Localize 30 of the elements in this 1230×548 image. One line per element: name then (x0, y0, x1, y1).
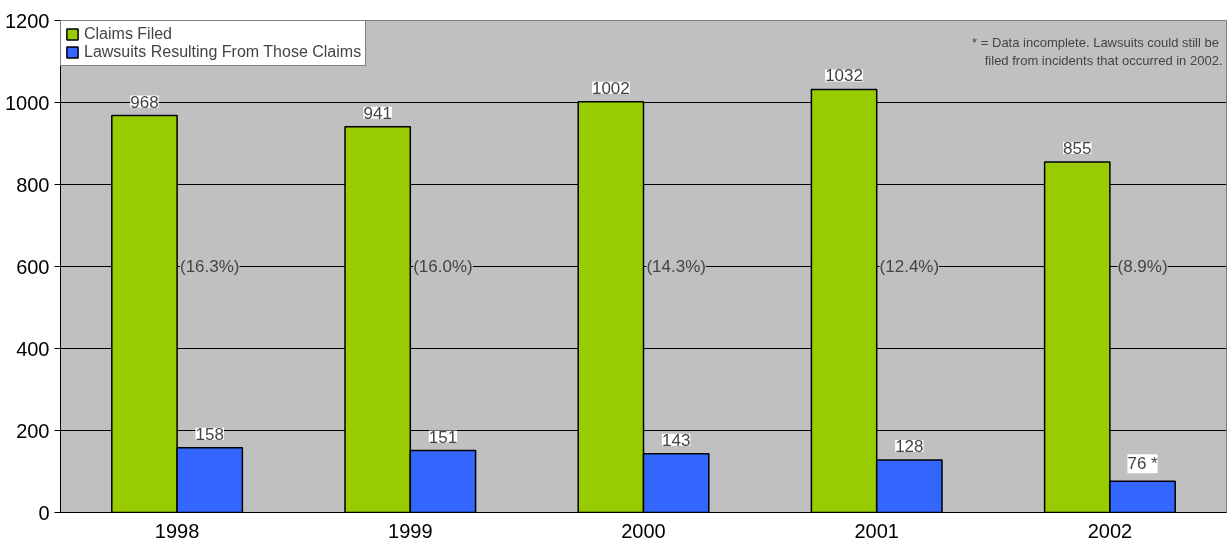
data-label: 143 (661, 430, 691, 450)
y-tick-label: 200 (16, 419, 50, 442)
data-label: 855 (1063, 138, 1092, 158)
annotation: (14.3%) (646, 257, 706, 276)
annotation: * = Data incomplete. Lawsuits could still be filed from incidents that occurred in 2002. (972, 34, 1223, 68)
data-label: 76 * (1127, 454, 1159, 474)
y-tick-label: 600 (16, 255, 50, 278)
data-label: 968 (130, 92, 159, 112)
x-tick-label: 1998 (154, 519, 200, 542)
data-label: 1032 (825, 66, 863, 86)
annotation: (8.9%) (1117, 257, 1168, 276)
data-label: 941 (363, 103, 392, 123)
data-label: 151 (428, 427, 458, 447)
legend-label: Claims Filed (84, 25, 173, 43)
annotation: (16.0%) (413, 257, 473, 276)
x-tick-label: 2002 (1087, 519, 1133, 542)
y-tick-label: 400 (16, 337, 50, 360)
x-tick-label: 2000 (621, 519, 666, 542)
y-tick-label: 800 (16, 173, 50, 196)
y-tick-label: 1200 (5, 9, 50, 32)
y-tick-label: 0 (38, 501, 50, 524)
x-tick-label: 1999 (388, 519, 433, 542)
data-label: 128 (895, 437, 924, 457)
data-label: 1002 (591, 78, 630, 98)
x-tick-label: 2001 (854, 519, 899, 542)
annotation: (12.4%) (879, 257, 940, 276)
legend-label: Lawsuits Resulting From Those Claims (84, 43, 362, 61)
data-label: 158 (195, 424, 224, 444)
y-tick-label: 1000 (5, 91, 50, 114)
annotation: (16.3%) (179, 257, 240, 276)
